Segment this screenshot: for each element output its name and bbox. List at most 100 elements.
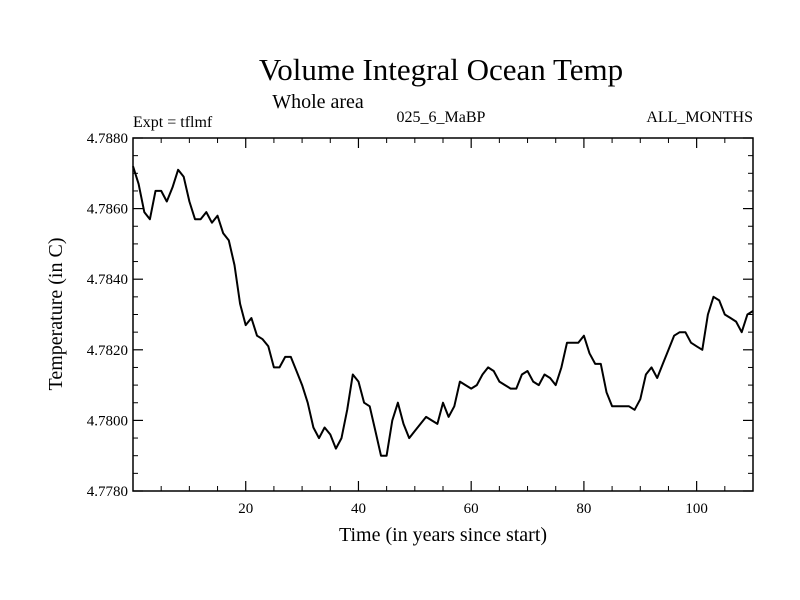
data-point: [482, 374, 484, 376]
data-point: [335, 448, 337, 450]
data-point: [307, 402, 309, 404]
data-point: [701, 349, 703, 351]
y-tick-labels: 4.7780 4.7800 4.7820 4.7840 4.7860 4.7880: [87, 131, 128, 500]
data-point: [746, 314, 748, 316]
data-point: [521, 374, 523, 376]
data-point: [718, 299, 720, 301]
data-point: [690, 342, 692, 344]
data-point: [532, 381, 534, 383]
data-point: [205, 211, 207, 213]
x-tick-label: 80: [576, 501, 591, 517]
data-point: [459, 381, 461, 383]
data-point: [391, 419, 393, 421]
data-point: [194, 218, 196, 220]
data-point: [713, 296, 715, 298]
x-tick-label: 60: [464, 501, 479, 517]
data-point: [515, 388, 517, 390]
data-point: [639, 398, 641, 400]
data-point: [301, 384, 303, 386]
data-point: [735, 321, 737, 323]
data-point: [600, 363, 602, 365]
data-point: [493, 370, 495, 372]
data-point: [279, 366, 281, 368]
data-point: [222, 232, 224, 234]
data-point: [453, 405, 455, 407]
data-point: [369, 405, 371, 407]
data-point: [555, 384, 557, 386]
data-point: [228, 239, 230, 241]
data-point: [465, 384, 467, 386]
data-point: [250, 317, 252, 319]
data-point: [160, 190, 162, 192]
y-tick-label: 4.7780: [87, 484, 128, 500]
data-point: [397, 402, 399, 404]
data-point: [527, 370, 529, 372]
x-axis-label: Time (in years since start): [339, 524, 547, 546]
data-point: [634, 409, 636, 411]
data-point: [436, 423, 438, 425]
data-point: [234, 264, 236, 266]
data-point: [684, 331, 686, 333]
data-point: [741, 331, 743, 333]
data-point: [296, 370, 298, 372]
data-point: [679, 331, 681, 333]
data-point: [290, 356, 292, 358]
data-point: [341, 437, 343, 439]
data-point: [188, 201, 190, 203]
data-point: [143, 211, 145, 213]
chart-subtitle: Whole area: [272, 91, 364, 113]
data-point: [284, 356, 286, 358]
data-point: [724, 314, 726, 316]
data-point: [183, 176, 185, 178]
data-point: [217, 215, 219, 217]
experiment-label: Expt = tflmf: [133, 114, 213, 131]
data-point: [572, 342, 574, 344]
x-tick-label: 20: [238, 501, 253, 517]
data-point: [245, 324, 247, 326]
data-point: [386, 455, 388, 457]
data-point: [662, 363, 664, 365]
data-point: [273, 366, 275, 368]
data-point: [408, 437, 410, 439]
data-point: [538, 384, 540, 386]
data-point: [346, 409, 348, 411]
series-line: [132, 165, 754, 457]
data-point: [318, 437, 320, 439]
data-point: [622, 405, 624, 407]
data-point: [312, 427, 314, 429]
data-point: [324, 427, 326, 429]
plot-frame: [132, 137, 754, 492]
data-point: [380, 455, 382, 457]
data-point: [442, 402, 444, 404]
data-point: [549, 377, 551, 379]
data-point: [470, 388, 472, 390]
data-point: [611, 405, 613, 407]
data-point: [414, 430, 416, 432]
data-point: [363, 402, 365, 404]
data-point: [329, 434, 331, 436]
data-point: [256, 335, 258, 337]
data-point: [358, 381, 360, 383]
data-point: [352, 374, 354, 376]
data-point: [262, 338, 264, 340]
data-point: [239, 303, 241, 305]
data-point: [155, 190, 157, 192]
data-point: [668, 349, 670, 351]
data-point: [200, 218, 202, 220]
y-tick-label: 4.7840: [87, 272, 128, 288]
data-point: [645, 374, 647, 376]
data-point: [172, 186, 174, 188]
data-point: [431, 419, 433, 421]
data-point: [707, 314, 709, 316]
y-tick-label: 4.7860: [87, 202, 128, 218]
data-point: [510, 388, 512, 390]
data-point: [177, 169, 179, 171]
data-point: [696, 345, 698, 347]
data-point: [487, 366, 489, 368]
y-tick-label: 4.7820: [87, 343, 128, 359]
data-point: [628, 405, 630, 407]
data-point: [149, 218, 151, 220]
period-label: 025_6_MaBP: [397, 109, 486, 126]
data-point: [594, 363, 596, 365]
